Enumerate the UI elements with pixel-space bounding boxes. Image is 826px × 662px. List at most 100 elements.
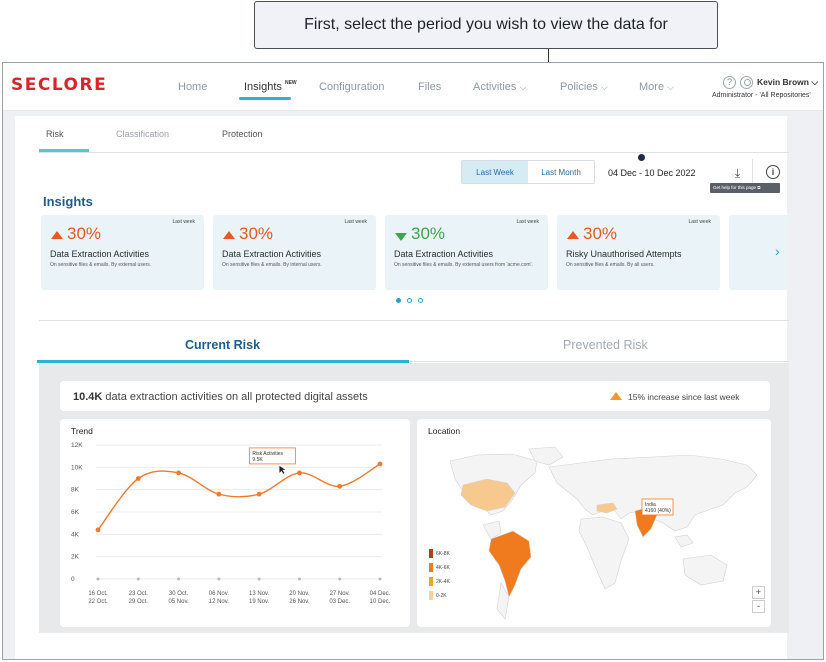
card-subtitle: On sensitive files & emails. By all user… <box>566 262 655 268</box>
card-title: Data Extraction Activities <box>222 249 322 259</box>
tab-risk[interactable]: Risk <box>46 129 64 139</box>
x-tick-label: 12 Nov. <box>209 599 230 605</box>
x-tick-label: 06 Nov. <box>209 591 230 597</box>
info-icon[interactable]: i <box>766 165 780 179</box>
x-tick-mark <box>297 577 301 581</box>
data-point[interactable] <box>95 527 101 533</box>
user-role: Administrator - 'All Repositories' <box>712 92 811 99</box>
nav-insights[interactable]: Insights NEW <box>244 80 297 93</box>
legend-swatch <box>429 577 433 586</box>
card-period: Last week <box>516 219 539 225</box>
user-avatar-icon[interactable] <box>740 76 753 89</box>
legend-item: 6K-8K <box>429 549 450 558</box>
tab-prevented-risk[interactable]: Prevented Risk <box>563 338 648 352</box>
card-period: Last week <box>688 219 711 225</box>
carousel-dot[interactable] <box>418 298 423 303</box>
world-map[interactable]: India 4160 (40%) <box>417 419 771 627</box>
help-tooltip: Get help for this page ⧉ <box>710 183 780 193</box>
chevron-down-icon: ⌵ <box>667 82 674 92</box>
trend-card: Trend 0 2K 4K 6K 8K 10K 12K 16 Oct. 22 Oct. 23 Oc… <box>60 419 410 627</box>
arrow-up-icon <box>51 231 63 239</box>
nav-active-indicator <box>239 97 291 100</box>
legend-swatch <box>429 549 433 558</box>
risk-tab-indicator <box>37 360 409 363</box>
divider <box>39 152 789 153</box>
summary-change: 15% increase since last week <box>628 392 740 402</box>
carousel-dot[interactable] <box>407 298 412 303</box>
x-tick-label: 10 Dec. <box>370 599 391 605</box>
nav-files[interactable]: Files <box>418 81 442 93</box>
card-period: Last week <box>344 219 367 225</box>
map-tooltip-value: 4160 (40%) <box>645 508 671 514</box>
card-period: Last week <box>172 219 195 225</box>
map-region-middle-east[interactable] <box>596 502 618 514</box>
summary-text: 10.4K data extraction activities on all … <box>73 391 368 403</box>
x-tick-mark <box>136 577 140 581</box>
zoom-out-button[interactable]: - <box>752 600 765 613</box>
period-last-month[interactable]: Last Month <box>541 167 581 177</box>
insight-card-partial[interactable] <box>729 215 787 290</box>
chevron-down-icon: ⌵ <box>519 82 527 92</box>
map-region-brazil[interactable] <box>488 530 532 598</box>
data-point[interactable] <box>256 491 262 497</box>
divider <box>409 361 789 362</box>
trend-series-line <box>97 463 381 531</box>
zoom-in-button[interactable]: + <box>752 586 765 599</box>
chevron-right-icon[interactable]: › <box>775 243 780 259</box>
data-point[interactable] <box>297 470 302 476</box>
card-title: Data Extraction Activities <box>394 249 494 259</box>
card-title: Data Extraction Activities <box>50 249 150 259</box>
insight-card[interactable]: Last week 30% Data Extraction Activities… <box>41 215 204 290</box>
map-tooltip-country: India <box>645 502 656 508</box>
tab-active-indicator <box>39 149 89 152</box>
download-button[interactable]: ⤓ <box>723 159 753 187</box>
carousel-dot[interactable] <box>396 298 401 303</box>
callout-pointer-dot <box>638 154 645 161</box>
data-point[interactable] <box>337 483 343 489</box>
callout-text: First, select the period you wish to vie… <box>304 16 668 33</box>
insight-card[interactable]: Last week 30% Data Extraction Activities… <box>385 215 548 290</box>
arrow-up-icon <box>567 231 579 239</box>
nav-more[interactable]: More ⌵ <box>639 81 674 93</box>
y-tick-label: 4K <box>71 531 80 538</box>
chart-tooltip <box>249 447 296 465</box>
x-tick-label: 03 Dec. <box>329 599 350 605</box>
x-tick-label: 29 Oct. <box>129 599 149 605</box>
x-tick-label: 19 Nov. <box>249 599 270 605</box>
data-point[interactable] <box>176 470 181 476</box>
chevron-down-icon: ⌵ <box>811 77 819 87</box>
nav-home[interactable]: Home <box>178 81 208 93</box>
x-tick-mark <box>257 577 261 581</box>
divider <box>39 320 789 321</box>
help-icon[interactable]: ? <box>723 76 736 89</box>
x-tick-mark <box>378 577 382 581</box>
tab-current-risk[interactable]: Current Risk <box>185 338 261 352</box>
data-point[interactable] <box>377 461 383 467</box>
chart-tooltip-value: 9.5K <box>252 457 263 463</box>
y-tick-label: 0 <box>71 576 75 583</box>
map-region-usa[interactable] <box>460 478 516 512</box>
seclore-logo[interactable]: SECLORE <box>11 75 108 95</box>
arrow-down-icon <box>395 233 407 241</box>
x-tick-mark <box>217 577 221 581</box>
data-point[interactable] <box>216 491 222 497</box>
nav-configuration[interactable]: Configuration <box>319 81 385 93</box>
nav-activities[interactable]: Activities ⌵ <box>473 81 527 93</box>
period-last-week[interactable]: Last Week <box>462 161 528 183</box>
period-selector: Last Week Last Month <box>461 160 595 184</box>
insight-card[interactable]: Last week 30% Data Extraction Activities… <box>213 215 376 290</box>
mouse-cursor-icon <box>279 465 286 474</box>
summary-bar: 10.4K data extraction activities on all … <box>60 381 770 411</box>
user-menu[interactable]: Kevin Brown ⌵ <box>757 77 819 87</box>
arrow-up-icon <box>223 231 235 239</box>
tab-protection[interactable]: Protection <box>222 129 263 139</box>
card-percentage: 30% <box>411 224 446 243</box>
tab-classification[interactable]: Classification <box>116 129 170 139</box>
x-tick-label: 23 Oct. <box>129 591 149 597</box>
insight-card[interactable]: Last week 30% Risky Unauthorised Attempt… <box>557 215 720 290</box>
card-title: Risky Unauthorised Attempts <box>566 249 682 259</box>
data-point[interactable] <box>135 476 141 481</box>
nav-policies[interactable]: Policies ⌵ <box>560 81 608 93</box>
instruction-callout: First, select the period you wish to vie… <box>254 1 718 49</box>
y-tick-label: 6K <box>71 509 80 516</box>
